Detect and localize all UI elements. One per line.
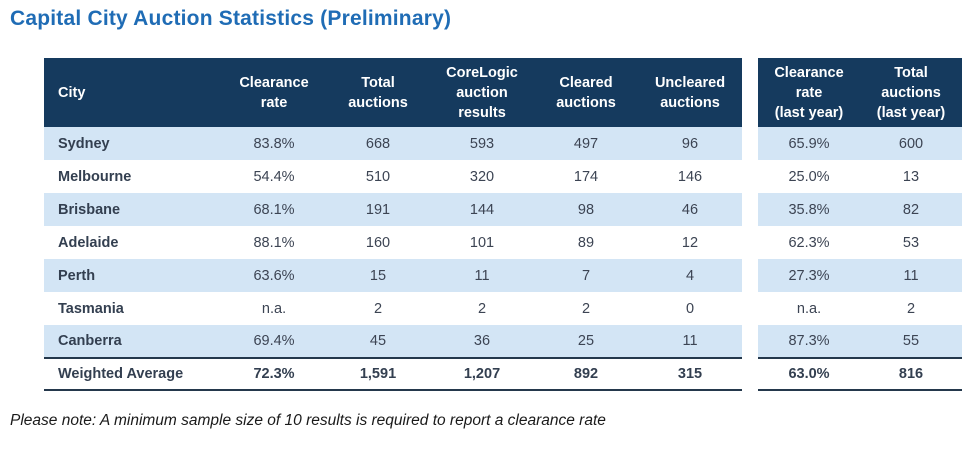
cell: 11 xyxy=(638,325,742,358)
cell: 12 xyxy=(681,234,699,251)
cell: 191 xyxy=(326,193,430,226)
column-header-total-auctions-last-year: Total auctions (last year) xyxy=(860,58,962,127)
cell: 2 xyxy=(373,300,383,317)
cell: 35.8% xyxy=(758,193,860,226)
cell: n.a. xyxy=(261,300,287,317)
cell: 2 xyxy=(477,300,487,317)
table-section-gap xyxy=(742,160,758,193)
cell: 1,591 xyxy=(326,357,430,391)
cell: 63.0% xyxy=(758,357,860,391)
table-row-canberra: Canberra 69.4% 45 36 25 11 87.3% 55 xyxy=(44,325,962,358)
cell: 593 xyxy=(430,127,534,160)
city-cell: Tasmania xyxy=(58,300,124,317)
cell: 15 xyxy=(326,259,430,292)
cell: 96 xyxy=(638,127,742,160)
cell: 510 xyxy=(365,168,391,185)
cell: 160 xyxy=(365,234,391,251)
table-section-gap xyxy=(742,193,758,226)
cell: 53 xyxy=(902,234,920,251)
city-cell: Adelaide xyxy=(58,234,119,251)
cell: 82 xyxy=(860,193,962,226)
cell: 2 xyxy=(581,300,591,317)
column-header-cleared-auctions: Cleared auctions xyxy=(534,58,638,127)
cell: 87.3% xyxy=(758,325,860,358)
cell: 27.3% xyxy=(758,259,860,292)
cell: 4 xyxy=(638,259,742,292)
cell: 65.9% xyxy=(758,127,860,160)
column-header-uncleared-auctions: Uncleared auctions xyxy=(638,58,742,127)
header-row: City Clearance rate Total auctions CoreLog… xyxy=(44,58,962,127)
cell: 11 xyxy=(860,259,962,292)
table-row-tasmania: Tasmania n.a. 2 2 2 0 n.a. 2 xyxy=(44,292,962,325)
cell: 68.1% xyxy=(222,193,326,226)
cell: 89 xyxy=(577,234,595,251)
table-section-gap xyxy=(742,325,758,358)
cell: 25.0% xyxy=(788,168,830,185)
cell: 55 xyxy=(860,325,962,358)
cell: 45 xyxy=(326,325,430,358)
cell: 320 xyxy=(469,168,495,185)
cell: 101 xyxy=(469,234,495,251)
cell: 315 xyxy=(638,357,742,391)
table-section-gap xyxy=(742,292,758,325)
cell: 1,207 xyxy=(430,357,534,391)
cell: 72.3% xyxy=(222,357,326,391)
table-row-brisbane: Brisbane 68.1% 191 144 98 46 35.8% 82 xyxy=(44,193,962,226)
city-cell: Sydney xyxy=(44,127,222,160)
cell: 46 xyxy=(638,193,742,226)
table-row-perth: Perth 63.6% 15 11 7 4 27.3% 11 xyxy=(44,259,962,292)
table-row-melbourne: Melbourne 54.4% 510 320 174 146 25.0% 13 xyxy=(44,160,962,193)
cell: 668 xyxy=(326,127,430,160)
cell: 62.3% xyxy=(788,234,830,251)
city-cell: Melbourne xyxy=(58,168,132,185)
city-cell: Weighted Average xyxy=(44,357,222,391)
cell: 892 xyxy=(534,357,638,391)
column-header-clearance-rate: Clearance rate xyxy=(222,58,326,127)
weighted-average-row: Weighted Average 72.3% 1,591 1,207 892 3… xyxy=(44,357,962,391)
column-header-city: City xyxy=(44,58,222,127)
cell: 88.1% xyxy=(253,234,295,251)
cell: 7 xyxy=(534,259,638,292)
cell: 11 xyxy=(430,259,534,292)
cell: 0 xyxy=(685,300,695,317)
table-row-adelaide: Adelaide 88.1% 160 101 89 12 62.3% 53 xyxy=(44,226,962,259)
cell: 816 xyxy=(860,357,962,391)
column-header-clearance-rate-last-year: Clearance rate (last year) xyxy=(758,58,860,127)
cell: 146 xyxy=(677,168,703,185)
city-cell: Canberra xyxy=(44,325,222,358)
column-header-total-auctions: Total auctions xyxy=(326,58,430,127)
city-cell: Perth xyxy=(44,259,222,292)
table-row-sydney: Sydney 83.8% 668 593 497 96 65.9% 600 xyxy=(44,127,962,160)
cell: 144 xyxy=(430,193,534,226)
footnote: Please note: A minimum sample size of 10… xyxy=(10,412,606,429)
table-section-gap xyxy=(742,127,758,160)
cell: 25 xyxy=(534,325,638,358)
table-section-gap xyxy=(742,58,758,127)
column-header-corelogic-auction-results: CoreLogic auction results xyxy=(430,58,534,127)
page-title: Capital City Auction Statistics (Prelimi… xyxy=(10,7,452,30)
cell: 600 xyxy=(860,127,962,160)
cell: 69.4% xyxy=(222,325,326,358)
table-section-gap xyxy=(742,226,758,259)
cell: n.a. xyxy=(796,300,822,317)
cell: 54.4% xyxy=(253,168,295,185)
table-section-gap xyxy=(742,259,758,292)
auction-statistics-table: City Clearance rate Total auctions CoreLog… xyxy=(44,58,962,391)
cell: 13 xyxy=(902,168,920,185)
cell: 2 xyxy=(906,300,916,317)
cell: 497 xyxy=(534,127,638,160)
cell: 98 xyxy=(534,193,638,226)
cell: 83.8% xyxy=(222,127,326,160)
city-cell: Brisbane xyxy=(44,193,222,226)
cell: 63.6% xyxy=(222,259,326,292)
cell: 36 xyxy=(430,325,534,358)
table-section-gap xyxy=(742,358,758,390)
cell: 174 xyxy=(573,168,599,185)
